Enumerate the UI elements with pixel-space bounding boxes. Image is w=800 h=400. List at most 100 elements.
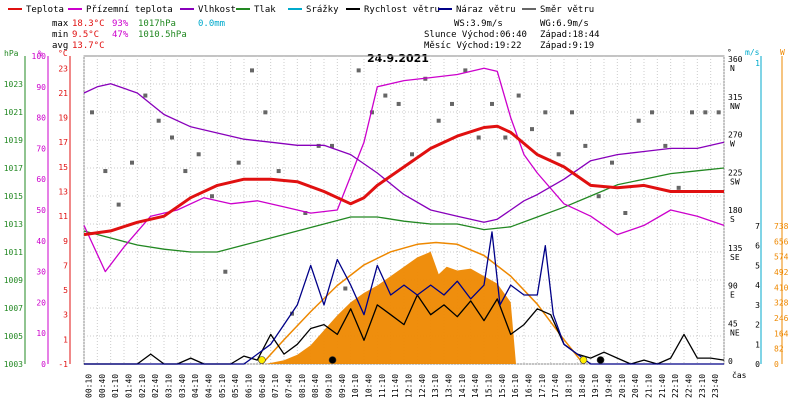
x-tick-label: 05:40 bbox=[231, 374, 240, 398]
temperature-tick-label: 17 bbox=[58, 138, 68, 147]
temperature-tick-label: 19 bbox=[58, 114, 68, 123]
wind-direction-mark bbox=[250, 68, 254, 73]
legend-label: Srážky bbox=[306, 5, 339, 15]
wind-tick-label: 0 bbox=[755, 360, 760, 369]
wind-tick-label: 1 bbox=[755, 340, 760, 349]
series-line-n-raz-v-tru bbox=[84, 231, 724, 365]
wind-direction-mark bbox=[596, 194, 601, 199]
stat-min-pressure: 1010.5hPa bbox=[138, 30, 187, 40]
x-tick-label: 11:40 bbox=[391, 374, 400, 398]
solar-tick-label: 574 bbox=[774, 253, 789, 262]
direction-compass-label: W bbox=[730, 140, 735, 149]
wind-direction-mark bbox=[223, 269, 228, 274]
wind-tick-label: 4 bbox=[755, 281, 760, 290]
legend-label: Tlak bbox=[254, 5, 276, 15]
x-tick-label: 19:40 bbox=[604, 374, 613, 398]
pressure-tick-label: 1005 bbox=[4, 332, 23, 341]
wind-tick-label: 5 bbox=[755, 261, 760, 270]
direction-compass-label: NW bbox=[730, 102, 740, 111]
plot-area: 1023102110191017101510131011100910071005… bbox=[4, 48, 789, 398]
x-tick-label: 07:10 bbox=[271, 374, 280, 398]
x-unit-label: čas bbox=[732, 370, 747, 380]
wind-unit-label: m/s bbox=[745, 48, 760, 57]
wind-direction-mark bbox=[303, 211, 308, 215]
x-tick-label: 20:10 bbox=[618, 374, 627, 398]
wind-direction-mark bbox=[583, 143, 588, 148]
wind-direction-mark bbox=[183, 169, 188, 174]
wind-direction-mark bbox=[116, 202, 121, 207]
wind-direction-mark bbox=[450, 101, 454, 106]
temperature-tick-label: 3 bbox=[63, 311, 68, 320]
pressure-tick-label: 1021 bbox=[4, 108, 23, 117]
rain-tick-label: 1 bbox=[755, 59, 760, 68]
legend-label: Vlhkost bbox=[198, 5, 236, 15]
x-tick-label: 22:10 bbox=[671, 374, 680, 398]
x-tick-label: 07:40 bbox=[284, 374, 293, 398]
wind-tick-label: 7 bbox=[755, 222, 760, 231]
x-tick-label: 11:10 bbox=[378, 374, 387, 398]
wind-gust-stat: WG:6.9m/s bbox=[540, 19, 589, 29]
wind-tick-label: 3 bbox=[755, 301, 760, 310]
x-tick-label: 00:10 bbox=[84, 374, 93, 398]
wind-direction-mark bbox=[156, 118, 161, 123]
temperature-tick-label: 7 bbox=[63, 261, 68, 270]
solar-tick-label: 164 bbox=[774, 329, 789, 338]
wind-direction-mark bbox=[436, 118, 441, 123]
humidity-tick-label: 10 bbox=[36, 329, 46, 338]
pressure-tick-label: 1003 bbox=[4, 360, 23, 369]
wind-direction-mark bbox=[383, 93, 388, 98]
wind-direction-mark bbox=[490, 101, 494, 106]
x-tick-label: 10:40 bbox=[364, 374, 373, 398]
direction-compass-label: E bbox=[730, 291, 735, 300]
temperature-tick-label: -1 bbox=[58, 360, 68, 369]
pressure-tick-label: 1013 bbox=[4, 220, 23, 229]
legend-label: Náraz větru bbox=[456, 5, 516, 15]
humidity-tick-label: 40 bbox=[36, 237, 46, 246]
wind-tick-label: 6 bbox=[755, 242, 760, 251]
wind-speed-stat: WS:3.9m/s bbox=[454, 19, 503, 29]
direction-tick-label: 0 bbox=[728, 357, 733, 366]
x-tick-label: 01:10 bbox=[111, 374, 120, 398]
wind-direction-mark bbox=[610, 160, 614, 165]
x-tick-label: 14:40 bbox=[471, 374, 480, 398]
wind-direction-mark bbox=[343, 286, 348, 291]
wind-direction-mark bbox=[263, 110, 268, 115]
legend-label: Směr větru bbox=[540, 5, 594, 15]
x-tick-label: 13:40 bbox=[444, 374, 453, 398]
legend-label: Přízemní teplota bbox=[86, 5, 173, 15]
marker-moonrise bbox=[596, 356, 605, 364]
wind-direction-mark bbox=[556, 152, 561, 157]
solar-tick-label: 656 bbox=[774, 237, 789, 246]
legend-label: Rychlost větru bbox=[364, 5, 440, 15]
pressure-tick-label: 1007 bbox=[4, 304, 23, 313]
x-tick-label: 21:40 bbox=[658, 374, 667, 398]
x-tick-label: 06:10 bbox=[244, 374, 253, 398]
x-tick-label: 05:10 bbox=[218, 374, 227, 398]
direction-compass-label: NE bbox=[730, 328, 740, 337]
humidity-tick-label: 70 bbox=[36, 144, 46, 153]
stat-avg-temp: 13.7°C bbox=[72, 41, 105, 51]
x-tick-label: 16:40 bbox=[524, 374, 533, 398]
humidity-tick-label: 80 bbox=[36, 114, 46, 123]
wind-direction-mark bbox=[356, 68, 361, 73]
direction-compass-label: SW bbox=[730, 177, 740, 186]
wind-direction-mark bbox=[516, 93, 521, 98]
pressure-unit-label: hPa bbox=[4, 49, 19, 58]
x-tick-label: 23:40 bbox=[711, 374, 720, 398]
solar-tick-label: 82 bbox=[774, 345, 784, 354]
pressure-tick-label: 1015 bbox=[4, 192, 23, 201]
humidity-tick-label: 60 bbox=[36, 175, 46, 184]
humidity-tick-label: 90 bbox=[36, 83, 46, 92]
direction-tick-label: 270 bbox=[728, 131, 743, 140]
wind-direction-mark bbox=[623, 211, 628, 215]
stat-max-temp: 18.3°C bbox=[72, 19, 105, 29]
marker-sunset bbox=[579, 356, 588, 364]
wind-direction-mark bbox=[196, 152, 201, 157]
temperature-tick-label: 11 bbox=[58, 212, 68, 221]
x-tick-label: 09:10 bbox=[324, 374, 333, 398]
moon-set-stat: Západ:9:19 bbox=[540, 41, 594, 51]
solar-tick-label: 328 bbox=[774, 299, 789, 308]
series-line-tlak bbox=[83, 167, 725, 253]
wind-direction-mark bbox=[636, 118, 641, 123]
